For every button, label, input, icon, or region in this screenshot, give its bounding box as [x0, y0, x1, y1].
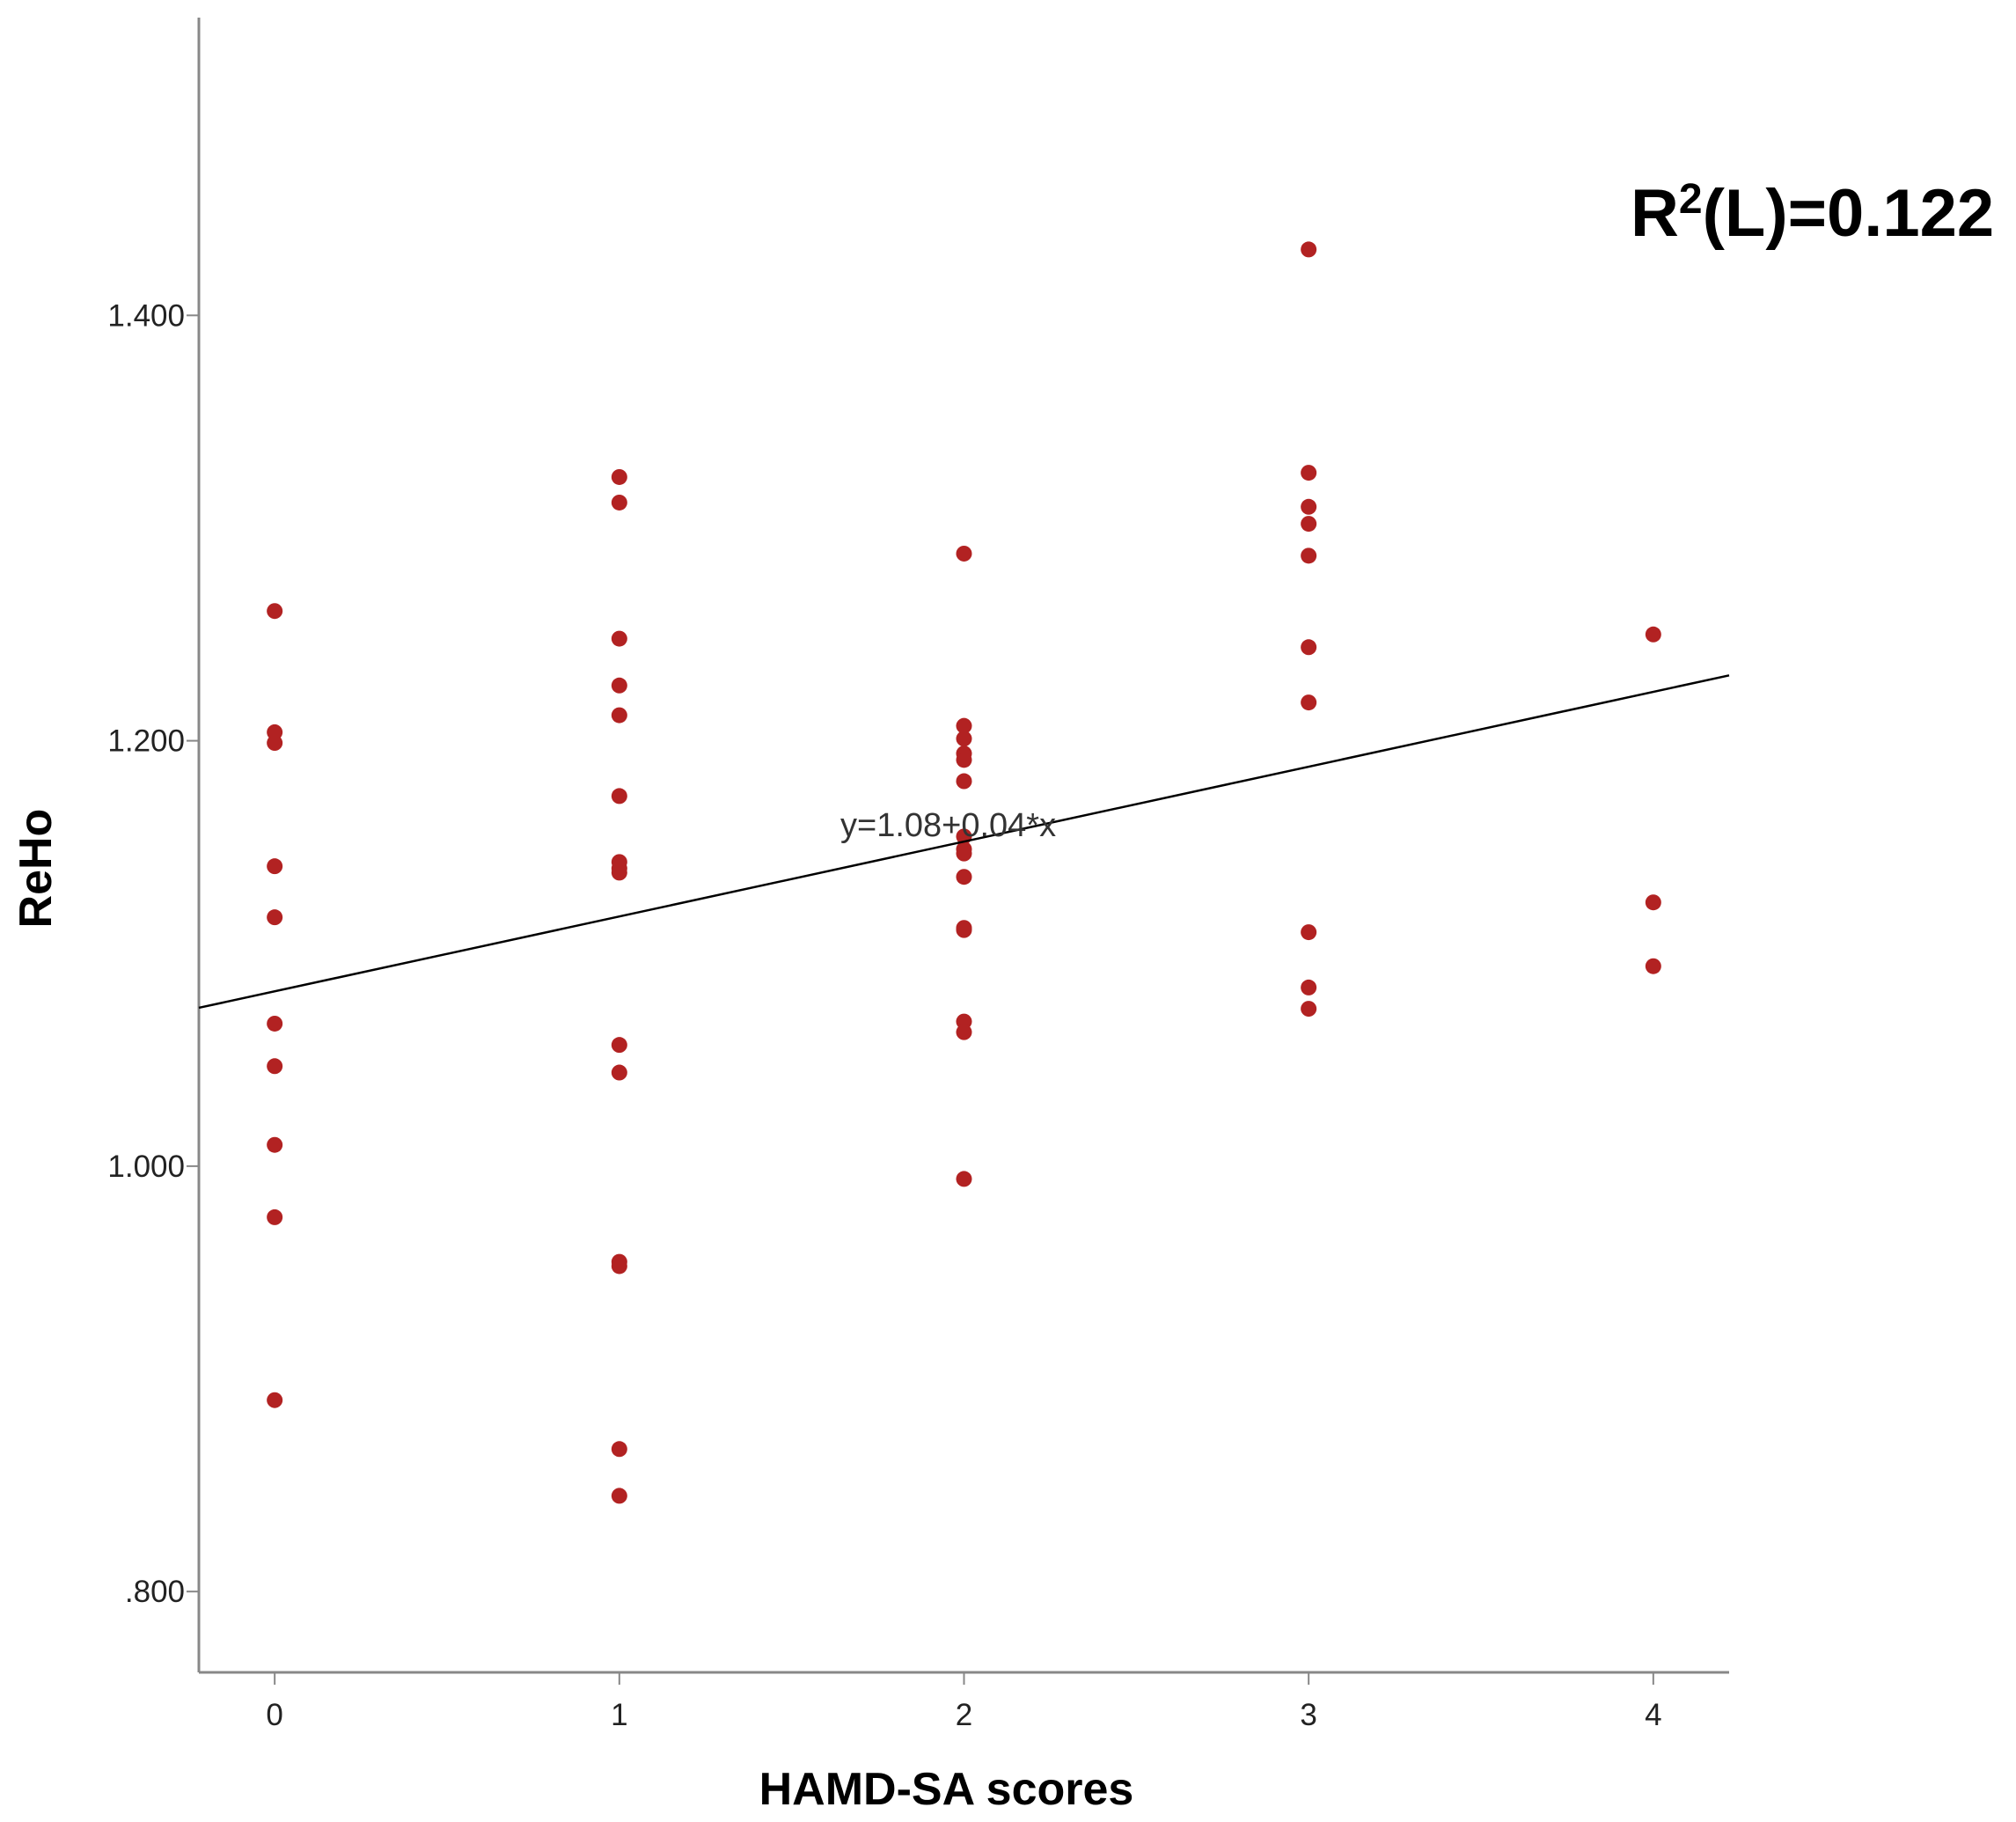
data-point — [1645, 894, 1661, 911]
data-point — [1301, 241, 1317, 258]
data-point — [611, 677, 627, 694]
data-point — [1301, 498, 1317, 515]
data-point — [611, 1064, 627, 1081]
tick-group: .800 1.000 1.200 1.400 0 1 2 3 4 — [107, 298, 1661, 1732]
data-point — [1301, 924, 1317, 941]
data-point — [956, 869, 972, 885]
x-tick-label: 4 — [1645, 1698, 1661, 1732]
data-point — [956, 1024, 972, 1040]
r-squared-annotation: R2(L)=0.122 — [1631, 176, 1994, 251]
regression-equation-label: y=1.08+0.04*x — [840, 807, 1056, 844]
data-point — [1301, 465, 1317, 481]
data-point — [611, 788, 627, 804]
regression-line — [198, 674, 1730, 1010]
r2-superscript: 2 — [1679, 176, 1703, 223]
data-point — [956, 545, 972, 562]
data-point — [1301, 979, 1317, 995]
data-point — [267, 1392, 283, 1408]
data-point — [956, 717, 972, 734]
y-tick-label: 1.400 — [107, 298, 185, 333]
y-tick-label: 1.200 — [107, 724, 185, 759]
x-tick-label: 0 — [266, 1698, 282, 1732]
data-point — [1301, 516, 1317, 533]
data-point — [611, 1488, 627, 1504]
x-axis-title: HAMD-SA scores — [759, 1764, 1134, 1815]
x-tick-label: 2 — [956, 1698, 972, 1732]
data-point — [956, 773, 972, 790]
data-point — [267, 603, 283, 620]
r2-prefix: R — [1631, 176, 1679, 251]
data-point — [1301, 1001, 1317, 1018]
regression-line-group — [198, 674, 1730, 1010]
data-point — [611, 468, 627, 485]
data-point — [1645, 958, 1661, 974]
data-points — [267, 241, 1661, 1504]
data-point — [267, 1058, 283, 1075]
data-point — [611, 1441, 627, 1458]
data-point — [267, 858, 283, 875]
data-point — [611, 494, 627, 511]
data-point — [611, 1037, 627, 1054]
data-point — [267, 1209, 283, 1225]
data-point — [956, 922, 972, 938]
data-point — [956, 752, 972, 768]
data-point — [1301, 694, 1317, 711]
data-point — [267, 1015, 283, 1032]
r2-suffix: (L)=0.122 — [1703, 176, 1995, 251]
data-point — [1301, 547, 1317, 564]
data-point — [267, 1136, 283, 1153]
x-tick-label: 3 — [1300, 1698, 1316, 1732]
data-point — [267, 735, 283, 752]
y-axis-title: ReHo — [11, 809, 62, 929]
data-point — [1645, 626, 1661, 643]
data-point — [956, 1171, 972, 1187]
data-point — [611, 864, 627, 881]
x-tick-label: 1 — [611, 1698, 627, 1732]
data-point — [267, 909, 283, 926]
data-point — [611, 630, 627, 647]
data-point — [956, 845, 972, 862]
y-tick-label: .800 — [125, 1575, 185, 1609]
data-point — [1301, 639, 1317, 656]
data-point — [611, 707, 627, 724]
data-point — [956, 731, 972, 747]
data-point — [611, 1258, 627, 1275]
y-tick-label: 1.000 — [107, 1150, 185, 1184]
